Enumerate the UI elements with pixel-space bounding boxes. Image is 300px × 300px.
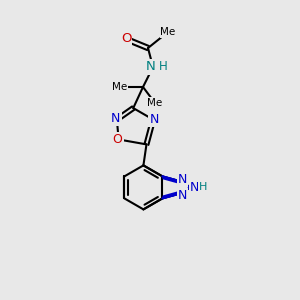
Text: H: H xyxy=(199,182,208,192)
Text: Me: Me xyxy=(147,98,163,108)
Text: N: N xyxy=(149,113,159,126)
Text: N: N xyxy=(146,61,156,74)
Text: Me: Me xyxy=(160,27,175,37)
Text: N: N xyxy=(111,112,121,125)
Text: H: H xyxy=(159,61,167,74)
Text: Me: Me xyxy=(112,82,128,92)
Text: N: N xyxy=(190,181,199,194)
Text: O: O xyxy=(113,133,123,146)
Text: N: N xyxy=(178,189,187,202)
Text: O: O xyxy=(121,32,131,46)
Text: N: N xyxy=(178,173,187,186)
